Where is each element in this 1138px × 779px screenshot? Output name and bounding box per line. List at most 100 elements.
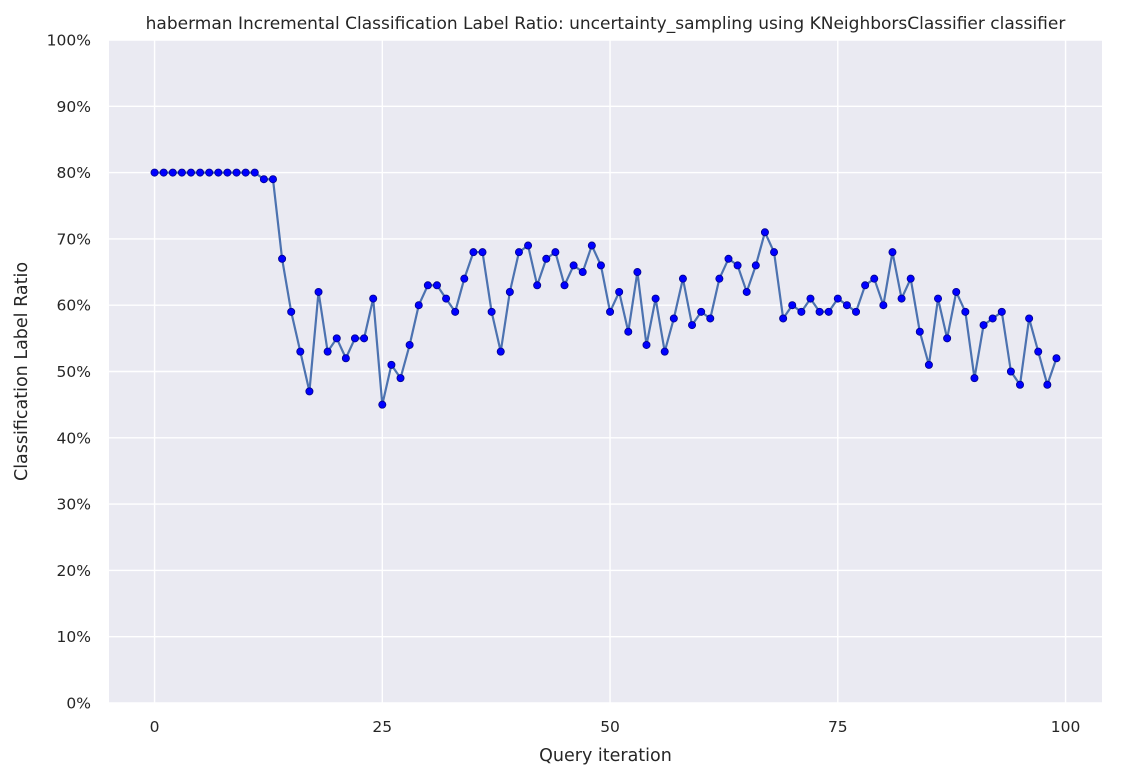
- grid-lines: [109, 39, 1102, 704]
- data-point: [970, 374, 979, 383]
- data-point: [997, 307, 1006, 316]
- data-point: [587, 241, 596, 250]
- data-point: [788, 301, 797, 310]
- data-point: [378, 400, 387, 409]
- data-point: [1006, 367, 1015, 376]
- data-point: [934, 294, 943, 303]
- y-tick-label: 0%: [66, 695, 91, 713]
- data-point: [952, 287, 961, 296]
- data-point: [205, 168, 214, 177]
- data-point: [706, 314, 715, 323]
- data-point: [906, 274, 915, 283]
- data-point: [414, 301, 423, 310]
- y-tick-label: 70%: [57, 230, 91, 248]
- data-point: [186, 168, 195, 177]
- data-point: [405, 340, 414, 349]
- y-tick-label: 90%: [57, 98, 91, 116]
- data-point: [1052, 354, 1061, 363]
- data-point: [469, 248, 478, 257]
- data-point: [1016, 380, 1025, 389]
- data-point: [733, 261, 742, 270]
- x-tick-label: 0: [150, 718, 160, 736]
- y-tick-label: 80%: [57, 164, 91, 182]
- data-point: [332, 334, 341, 343]
- data-point: [806, 294, 815, 303]
- y-tick-label: 10%: [57, 628, 91, 646]
- data-point: [624, 327, 633, 336]
- data-point: [551, 248, 560, 257]
- data-point: [232, 168, 241, 177]
- data-point: [915, 327, 924, 336]
- data-point: [451, 307, 460, 316]
- data-point: [724, 254, 733, 263]
- data-point: [423, 281, 432, 290]
- x-tick-label: 75: [828, 718, 848, 736]
- data-point: [642, 340, 651, 349]
- data-point: [751, 261, 760, 270]
- data-point: [396, 374, 405, 383]
- data-point: [168, 168, 177, 177]
- data-point: [861, 281, 870, 290]
- x-tick-label: 100: [1051, 718, 1081, 736]
- data-point: [715, 274, 724, 283]
- data-point: [350, 334, 359, 343]
- data-point: [287, 307, 296, 316]
- data-point: [341, 354, 350, 363]
- x-tick-label: 25: [372, 718, 392, 736]
- data-point: [824, 307, 833, 316]
- data-point: [988, 314, 997, 323]
- data-point: [815, 307, 824, 316]
- x-tick-label: 50: [600, 718, 620, 736]
- data-point: [223, 168, 232, 177]
- data-point: [961, 307, 970, 316]
- data-point: [742, 287, 751, 296]
- data-point: [660, 347, 669, 356]
- data-point: [633, 268, 642, 277]
- data-point: [651, 294, 660, 303]
- data-point: [943, 334, 952, 343]
- data-point: [460, 274, 469, 283]
- y-tick-label: 20%: [57, 562, 91, 580]
- data-point: [879, 301, 888, 310]
- data-point: [852, 307, 861, 316]
- series-layer: [154, 171, 1058, 406]
- data-point: [569, 261, 578, 270]
- y-tick-label: 30%: [57, 496, 91, 514]
- data-point: [214, 168, 223, 177]
- data-point: [314, 287, 323, 296]
- y-tick-label: 50%: [57, 363, 91, 381]
- data-point: [159, 168, 168, 177]
- data-point: [478, 248, 487, 257]
- data-point: [387, 360, 396, 369]
- data-point: [442, 294, 451, 303]
- data-point: [888, 248, 897, 257]
- data-point: [542, 254, 551, 263]
- data-point: [305, 387, 314, 396]
- data-point: [250, 168, 259, 177]
- data-point: [296, 347, 305, 356]
- data-point: [779, 314, 788, 323]
- series-line: [154, 171, 1058, 406]
- data-point: [268, 175, 277, 184]
- data-point: [842, 301, 851, 310]
- data-point: [533, 281, 542, 290]
- data-point: [615, 287, 624, 296]
- tick-labels: 0% 10% 20% 30% 40% 50% 60% 70% 80% 90% 100% 0 25 50 75…: [47, 32, 1081, 737]
- data-point: [833, 294, 842, 303]
- data-point: [1043, 380, 1052, 389]
- data-point: [150, 168, 159, 177]
- data-point: [770, 248, 779, 257]
- data-point: [596, 261, 605, 270]
- data-point: [797, 307, 806, 316]
- data-point: [496, 347, 505, 356]
- data-point: [870, 274, 879, 283]
- data-point: [697, 307, 706, 316]
- data-point: [979, 321, 988, 330]
- data-point: [278, 254, 287, 263]
- data-point: [369, 294, 378, 303]
- data-point: [360, 334, 369, 343]
- data-point: [196, 168, 205, 177]
- data-point: [1034, 347, 1043, 356]
